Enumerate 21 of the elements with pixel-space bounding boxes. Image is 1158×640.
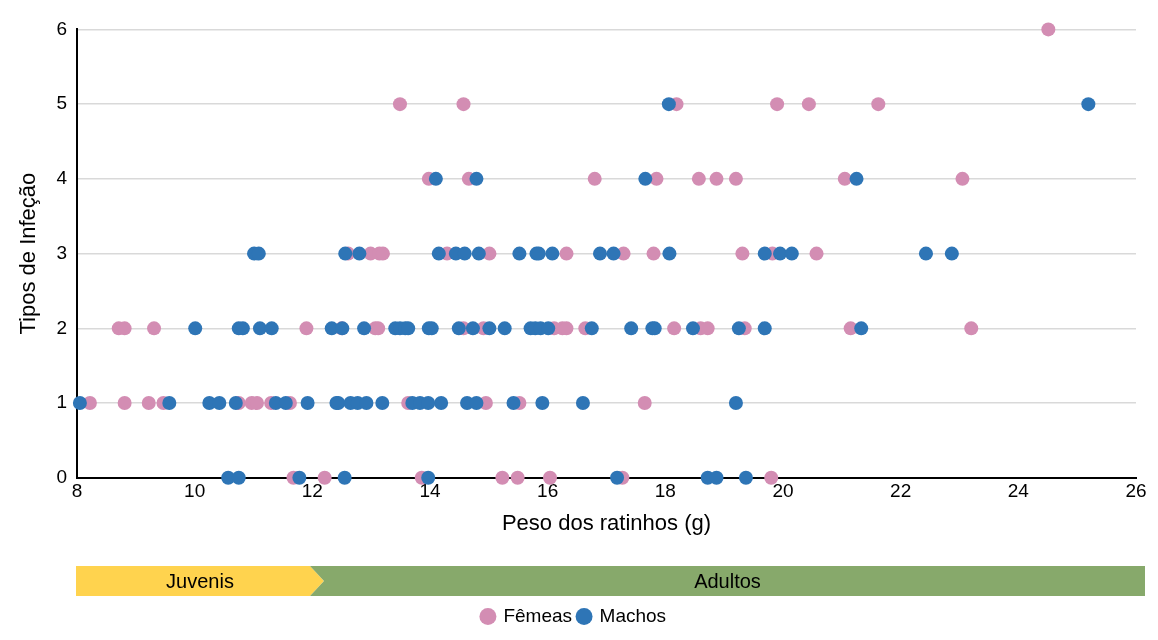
x-tick-label: 12	[301, 480, 323, 502]
x-tick-label: 8	[71, 480, 83, 502]
x-tick-label: 16	[537, 480, 559, 502]
legend-label: Machos	[599, 604, 667, 626]
x-tick-label: 14	[419, 480, 441, 502]
y-axis-title: Tipos de Infeção	[15, 172, 41, 335]
x-axis-title: Peso dos ratinhos (g)	[501, 509, 712, 535]
y-tick-label: 4	[56, 167, 68, 189]
x-tick-label: 26	[1125, 480, 1147, 502]
x-tick-label: 20	[772, 480, 794, 502]
y-tick-label: 1	[56, 391, 67, 413]
x-tick-label: 18	[654, 480, 676, 502]
x-tick-label: 10	[184, 480, 206, 502]
x-tick-label: 22	[890, 480, 912, 502]
y-tick-label: 2	[56, 316, 67, 338]
x-tick-label: 24	[1007, 480, 1030, 502]
y-tick-label: 6	[56, 17, 67, 39]
y-tick-label: 3	[56, 241, 67, 263]
y-tick-label: 0	[56, 466, 67, 488]
y-tick-label: 5	[56, 92, 67, 114]
legend-label: Fêmeas	[503, 604, 573, 626]
